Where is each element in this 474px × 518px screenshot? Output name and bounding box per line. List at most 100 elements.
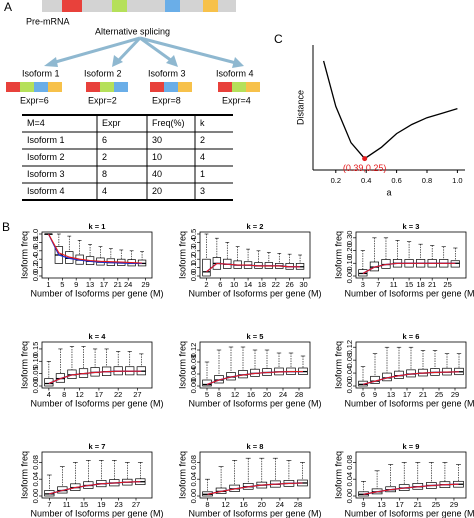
x-tick-label: 13 — [86, 280, 94, 289]
y-tick-label: 1.0 — [31, 229, 40, 239]
isoform-name: Isoform 1 — [22, 68, 60, 78]
y-tick-label: 0.15 — [31, 342, 40, 357]
splicing-label: Alternative splicing — [95, 26, 170, 36]
expected-line — [48, 233, 143, 264]
panel-title: k = 5 — [247, 332, 264, 341]
x-tick-label: 0.4 — [361, 176, 371, 185]
table-cell: Isoform 4 — [27, 186, 65, 196]
y-tick-label: 0.08 — [189, 355, 198, 370]
table-cell: 2 — [102, 152, 107, 162]
y-tick-label: 0.08 — [345, 455, 354, 470]
y-tick-label: 0.12 — [189, 343, 198, 358]
panel-label: A — [4, 0, 12, 14]
y-tick-label: 0.08 — [345, 353, 354, 368]
table-cell: Isoform 1 — [27, 135, 65, 145]
x-tick-label: 17 — [95, 390, 103, 399]
y-tick-label: 0.10 — [31, 354, 40, 369]
x-tick-label: 0.8 — [422, 176, 432, 185]
table-cell: Isoform 3 — [27, 169, 65, 179]
panel-title: k = 1 — [89, 222, 106, 231]
table-cell: 10 — [152, 152, 162, 162]
x-tick-label: 1.0 — [452, 176, 462, 185]
table-cell: 8 — [102, 169, 107, 179]
x-tick-label: 8 — [217, 390, 221, 399]
y-tick-label: 0.04 — [189, 367, 198, 382]
panel-title: k = 2 — [247, 222, 264, 231]
table-cell: 2 — [200, 135, 205, 145]
y-tick-label: 0.12 — [345, 340, 354, 355]
arrows — [44, 36, 244, 68]
plot-frame — [41, 341, 153, 389]
x-tick-label: 28 — [294, 500, 302, 509]
isoform-name: Isoform 4 — [216, 68, 254, 78]
isoform-bars — [6, 82, 260, 92]
x-tick-label: 8 — [62, 390, 66, 399]
isoform-expr: Expr=6 — [20, 95, 49, 105]
y-tick-label: 0.05 — [31, 366, 40, 381]
y-axis-label: Isoform freq — [19, 341, 29, 389]
x-tick-label: 0.6 — [391, 176, 401, 185]
y-tick-label: 0.04 — [345, 472, 354, 487]
x-tick-label: 17 — [100, 280, 108, 289]
y-axis-label: Isoform freq — [177, 451, 187, 499]
isoform-expr: Expr=8 — [152, 95, 181, 105]
x-tick-label: 21 — [414, 500, 422, 509]
x-tick-label: 11 — [63, 500, 71, 509]
y-tick-label: 0.08 — [31, 455, 40, 470]
x-tick-label: 22 — [114, 390, 122, 399]
isoform-name: Isoform 2 — [84, 68, 122, 78]
table-cell: 4 — [102, 186, 107, 196]
y-tick-label: 0.04 — [345, 366, 354, 381]
x-tick-label: 7 — [47, 500, 51, 509]
expected-line — [48, 370, 142, 385]
y-tick-label: 0.0 — [31, 271, 40, 281]
x-tick-label: 4 — [47, 390, 51, 399]
x-tick-label: 29 — [141, 280, 149, 289]
x-tick-label: 27 — [133, 390, 141, 399]
plot-frame — [41, 451, 153, 499]
x-tick-label: 30 — [299, 280, 307, 289]
y-axis-label: Isoform freq — [19, 451, 29, 499]
x-tick-label: 19 — [97, 500, 105, 509]
panel-title: k = 7 — [89, 442, 106, 451]
x-tick-label: 8 — [205, 500, 209, 509]
table-cell: 1 — [200, 169, 205, 179]
x-tick-label: 20 — [258, 500, 266, 509]
x-tick-label: 15 — [405, 280, 413, 289]
x-tick-label: 21 — [428, 280, 436, 289]
table-cell: Isoform 2 — [27, 152, 65, 162]
y-tick-label: 0.00 — [189, 489, 198, 504]
x-tick-label: 7 — [376, 280, 380, 289]
x-tick-label: 14 — [244, 280, 252, 289]
x-tick-label: 13 — [387, 390, 395, 399]
expr-table: M=4 Expr Freq(%) k Isoform 1 6 30 2 Isoform 2 2 10… — [22, 114, 233, 201]
expected-line — [363, 483, 459, 495]
y-tick-label: 0.00 — [345, 269, 354, 284]
y-tick-label: 0.00 — [345, 489, 354, 504]
curve — [322, 60, 458, 160]
table-cell: 6 — [102, 135, 107, 145]
x-tick-label: 29 — [451, 390, 459, 399]
x-tick-label: 24 — [124, 280, 132, 289]
y-tick-label: 0.3 — [189, 246, 198, 256]
x-tick-label: 25 — [443, 280, 451, 289]
pre-mrna-label: Pre-mRNA — [26, 16, 70, 26]
x-tick-label: 9 — [373, 390, 377, 399]
x-tick-label: 5 — [60, 280, 64, 289]
y-tick-label: 0.00 — [345, 379, 354, 394]
y-tick-label: 0.5 — [189, 229, 198, 239]
panel-title: k = 3 — [403, 222, 420, 231]
panel-label: B — [2, 220, 10, 234]
x-axis-label: Number of Isoforms per gene (M) — [188, 398, 321, 408]
plot-frame — [355, 451, 467, 499]
table-header: Expr — [102, 118, 121, 128]
y-axis-label: Isoform freq — [333, 231, 343, 279]
x-axis-label: Number of Isoforms per gene (M) — [188, 288, 321, 298]
x-tick-label: 18 — [416, 280, 424, 289]
table-header: Freq(%) — [152, 118, 185, 128]
y-tick-label: 0.1 — [189, 262, 198, 272]
x-tick-label: 21 — [114, 280, 122, 289]
y-axis-label: Distance — [295, 90, 305, 125]
x-tick-label: 11 — [390, 280, 398, 289]
